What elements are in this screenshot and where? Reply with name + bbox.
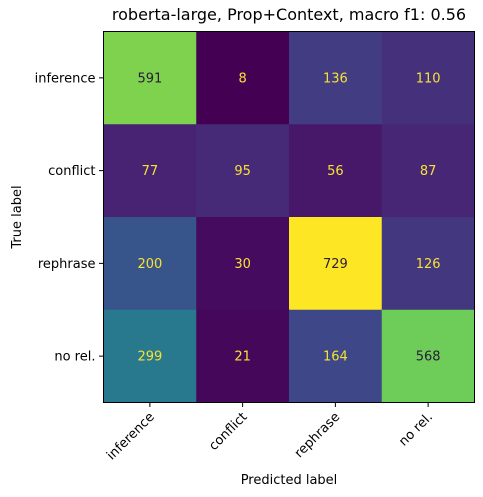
- heatmap-cell-r1-c2: [289, 124, 383, 218]
- chart-title: roberta-large, Prop+Context, macro f1: 0…: [112, 5, 466, 24]
- heatmap-cells: [103, 31, 475, 403]
- heatmap-cell-r1-c3: [381, 124, 475, 218]
- heatmap-cell-r0-c2: [289, 31, 383, 125]
- y-tick-label-3: no rel.: [54, 350, 95, 365]
- heatmap-cell-r1-c1: [196, 124, 290, 218]
- heatmap-cell-r2-c3: [381, 217, 475, 311]
- heatmap-cell-r2-c0: [103, 217, 197, 311]
- heatmap-cell-labels: 591 8 136 110 77 95 56 87 200 30 729 126 299 21 164 568: [137, 71, 440, 364]
- cell-value-r0-c3: 110: [416, 71, 441, 86]
- cell-value-r2-c3: 126: [416, 257, 441, 272]
- x-tick-label-3: no rel.: [396, 410, 436, 450]
- cell-value-r1-c0: 77: [142, 164, 159, 179]
- cell-value-r1-c3: 87: [420, 164, 437, 179]
- cell-value-r2-c2: 729: [323, 257, 348, 272]
- heatmap-cell-r2-c1: [196, 217, 290, 311]
- heatmap-cell-r3-c0: [103, 309, 197, 403]
- x-tick-label-2: rephrase: [292, 410, 343, 461]
- cell-value-r0-c1: 8: [238, 71, 246, 86]
- cell-value-r0-c2: 136: [323, 71, 348, 86]
- heatmap-cell-r0-c3: [381, 31, 475, 125]
- y-axis-label: True label: [10, 185, 25, 249]
- y-tick-label-2: rephrase: [38, 257, 96, 272]
- cell-value-r3-c1: 21: [234, 350, 251, 365]
- cell-value-r3-c2: 164: [323, 350, 348, 365]
- cell-value-r1-c2: 56: [327, 164, 344, 179]
- cell-value-r3-c3: 568: [416, 350, 441, 365]
- heatmap-cell-r3-c1: [196, 309, 290, 403]
- heatmap-cell-r3-c3: [381, 309, 475, 403]
- cell-value-r2-c1: 30: [234, 257, 251, 272]
- heatmap-cell-r0-c0: [103, 31, 197, 125]
- x-tick-label-0: inference: [104, 410, 158, 464]
- heatmap-cell-r0-c1: [196, 31, 290, 125]
- cell-value-r2-c0: 200: [137, 257, 162, 272]
- heatmap-cell-r1-c0: [103, 124, 197, 218]
- y-axis-ticks: inference conflict rephrase no rel.: [35, 71, 104, 365]
- y-tick-label-0: inference: [35, 71, 96, 86]
- x-axis-ticks: inference conflict rephrase no rel.: [104, 402, 436, 464]
- cell-value-r1-c1: 95: [234, 164, 251, 179]
- plot-frame: [103, 31, 475, 403]
- x-tick-label-1: conflict: [206, 410, 250, 454]
- cell-value-r0-c0: 591: [137, 71, 162, 86]
- cell-value-r3-c0: 299: [137, 350, 162, 365]
- x-axis-label: Predicted label: [241, 473, 338, 488]
- heatmap-cell-r3-c2: [289, 309, 383, 403]
- y-tick-label-1: conflict: [48, 164, 95, 179]
- heatmap-cell-r2-c2: [289, 217, 383, 311]
